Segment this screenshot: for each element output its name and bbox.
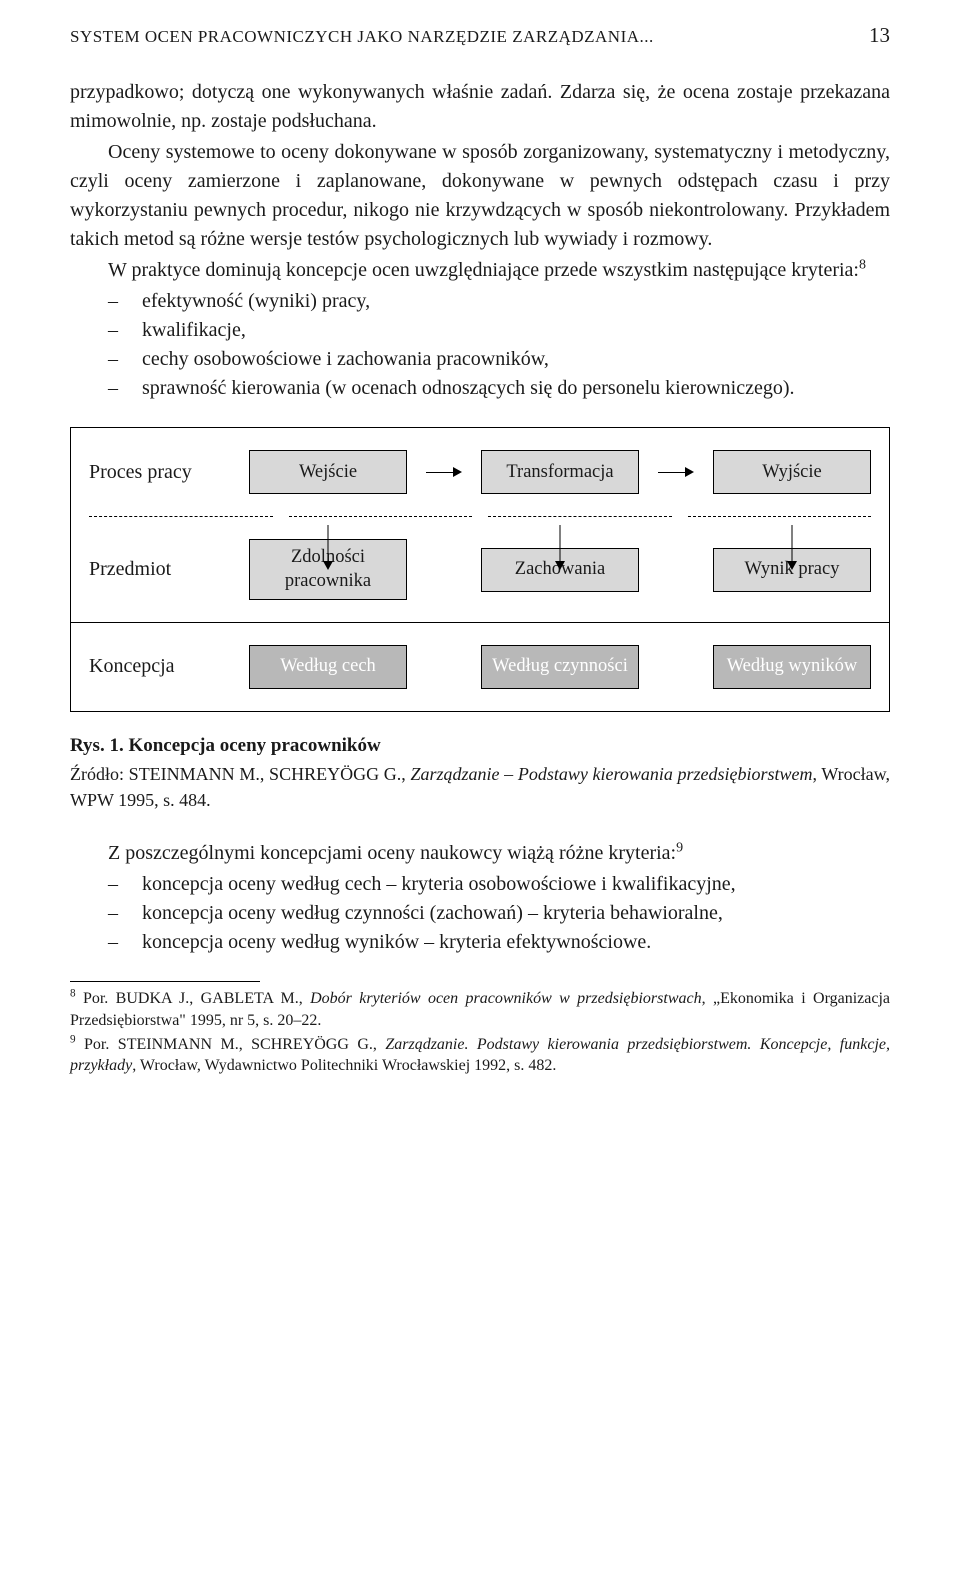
- list-item-text: sprawność kierowania (w ocenach odnosząc…: [142, 374, 890, 403]
- footnote-text: , Wrocław, Wydawnictwo Politechniki Wroc…: [132, 1057, 556, 1074]
- paragraph-1: przypadkowo; dotyczą one wykonywanych wł…: [70, 78, 890, 136]
- footnote-ref-8: 8: [859, 258, 866, 273]
- diagram-row-1: Proces pracy Wejście Transformacja Wyjśc…: [71, 428, 889, 516]
- paragraph-3: W praktyce dominują koncepcje ocen uwzgl…: [70, 256, 890, 285]
- list-item: –kwalifikacje,: [70, 316, 890, 345]
- row-cells: Według cech Według czynności Według wyni…: [249, 645, 871, 689]
- list-item-text: efektywność (wyniki) pracy,: [142, 287, 890, 316]
- paragraph-2: Oceny systemowe to oceny dokonywane w sp…: [70, 138, 890, 254]
- list-dash-icon: –: [108, 374, 142, 403]
- diagram-row-2: Przedmiot Zdolności pracownika Zachowani…: [71, 517, 889, 621]
- list-dash-icon: –: [108, 928, 142, 957]
- row-label: Proces pracy: [89, 458, 249, 487]
- page-number: 13: [869, 20, 890, 50]
- row-label: Przedmiot: [89, 555, 249, 584]
- diagram-box: Wyjście: [713, 450, 871, 494]
- footnote-text: Por. BUDKA J., GABLETA M.,: [76, 990, 311, 1007]
- row-label: Koncepcja: [89, 652, 249, 681]
- list-item-text: koncepcja oceny według czynności (zachow…: [142, 899, 890, 928]
- diagram-box: Zdolności pracownika: [249, 539, 407, 599]
- diagram-box: Zachowania: [481, 548, 639, 592]
- row-cells: Wejście Transformacja Wyjście: [249, 450, 871, 494]
- footnote-8: 8 Por. BUDKA J., GABLETA M., Dobór kryte…: [70, 988, 890, 1031]
- diagram-row-3: Koncepcja Według cech Według czynności W…: [71, 623, 889, 711]
- figure-caption-text: Rys. 1. Koncepcja oceny pracowników: [70, 735, 381, 756]
- criteria-list-1: –efektywność (wyniki) pracy, –kwalifikac…: [70, 287, 890, 403]
- running-head: SYSTEM OCEN PRACOWNICZYCH JAKO NARZĘDZIE…: [70, 25, 654, 50]
- concept-diagram: Proces pracy Wejście Transformacja Wyjśc…: [70, 427, 890, 711]
- footnote-rule: [70, 981, 260, 982]
- list-item: –efektywność (wyniki) pracy,: [70, 287, 890, 316]
- list-item-text: koncepcja oceny według cech – kryteria o…: [142, 870, 890, 899]
- list-item-text: cechy osobowościowe i zachowania pracown…: [142, 345, 890, 374]
- list-item: –sprawność kierowania (w ocenach odnoszą…: [70, 374, 890, 403]
- footnote-text: Por. STEINMANN M., SCHREYÖGG G.,: [76, 1036, 386, 1053]
- diagram-box: Wejście: [249, 450, 407, 494]
- list-dash-icon: –: [108, 870, 142, 899]
- list-item: –koncepcja oceny według wyników – kryter…: [70, 928, 890, 957]
- row-cells: Zdolności pracownika Zachowania Wynik pr…: [249, 539, 871, 599]
- list-dash-icon: –: [108, 287, 142, 316]
- footnote-italic: Dobór kryteriów ocen pracowników w przed…: [310, 990, 701, 1007]
- figure-caption: Rys. 1. Koncepcja oceny pracowników: [70, 732, 890, 760]
- figure-source-italic: Zarządzanie – Podstawy kierowania przeds…: [410, 764, 812, 784]
- diagram-box: Wynik pracy: [713, 548, 871, 592]
- list-dash-icon: –: [108, 316, 142, 345]
- list-dash-icon: –: [108, 899, 142, 928]
- paragraph-4-text: Z poszczególnymi koncepcjami oceny nauko…: [108, 842, 676, 864]
- list-item: –koncepcja oceny według czynności (zacho…: [70, 899, 890, 928]
- footnote-ref-9: 9: [676, 841, 683, 856]
- paragraph-3-text: W praktyce dominują koncepcje ocen uwzgl…: [108, 259, 859, 281]
- criteria-list-2: –koncepcja oceny według cech – kryteria …: [70, 870, 890, 957]
- list-item: –koncepcja oceny według cech – kryteria …: [70, 870, 890, 899]
- footnote-9: 9 Por. STEINMANN M., SCHREYÖGG G., Zarzą…: [70, 1034, 890, 1077]
- diagram-box: Według cech: [249, 645, 407, 689]
- list-item-text: koncepcja oceny według wyników – kryteri…: [142, 928, 890, 957]
- figure-source-prefix: Źródło: STEINMANN M., SCHREYÖGG G.,: [70, 764, 410, 784]
- diagram-box: Transformacja: [481, 450, 639, 494]
- list-dash-icon: –: [108, 345, 142, 374]
- diagram-box: Według czynności: [481, 645, 639, 689]
- list-item-text: kwalifikacje,: [142, 316, 890, 345]
- paragraph-4: Z poszczególnymi koncepcjami oceny nauko…: [70, 839, 890, 868]
- diagram-box: Według wyników: [713, 645, 871, 689]
- page-header: SYSTEM OCEN PRACOWNICZYCH JAKO NARZĘDZIE…: [70, 20, 890, 50]
- figure-source: Źródło: STEINMANN M., SCHREYÖGG G., Zarz…: [70, 761, 890, 813]
- list-item: –cechy osobowościowe i zachowania pracow…: [70, 345, 890, 374]
